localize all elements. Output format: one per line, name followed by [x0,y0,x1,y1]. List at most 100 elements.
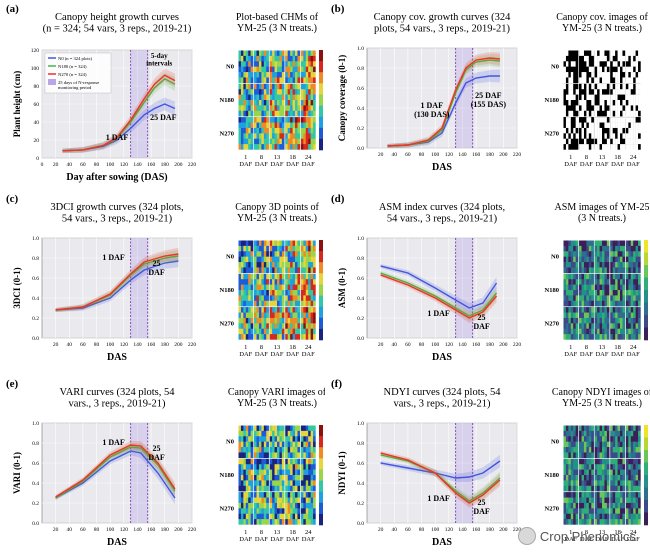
series-line [55,444,176,498]
col-label: 24 DAF [302,154,315,168]
colorbar-segment [319,458,323,470]
annotation-25daf: 25 DAF [150,113,177,122]
x-tick-label: 180 [486,342,495,348]
colorbar-segment [319,251,323,263]
x-tick-label: 120 [120,162,129,168]
row-label: N270 [545,320,559,327]
image-tile [579,240,594,274]
image-tile [269,458,285,492]
image-tile [594,83,610,117]
x-tick-label: 20 [53,527,59,533]
y-tick-label: 0.0 [357,146,364,152]
x-tick-label: 160 [472,152,481,158]
image-tile [579,83,594,117]
x-tick-label: 80 [94,162,100,168]
image-tile [254,492,269,525]
x-tick-label: 180 [486,152,495,158]
x-tick-label: 20 [378,342,384,348]
x-tick-label: 40 [392,342,398,348]
col-label: 8 DAF [255,529,268,543]
panel-e: (e) VARI curves (324 plots, 54 vars., 3 re… [6,378,325,548]
image-tile [594,273,610,307]
image-tile [610,273,626,307]
y-tick-label: 0.8 [357,256,364,262]
y-tick-label: 0.2 [32,316,39,322]
legend-entry: N0 (n = 324 plots) [58,56,92,61]
x-tick-label: 140 [133,162,142,168]
images-title: Canopy NDYI images of YM-25 (3 N treats.) [552,387,650,409]
image-tile [594,425,610,459]
col-label: 18 DAF [286,344,299,358]
colorbar-segment [319,480,323,492]
colorbar-segment [319,513,323,526]
series-band [387,54,500,148]
colorbar-segment [644,500,648,513]
image-tile [300,425,316,459]
panel-a: (a) Canopy height growth curves (n = 324; … [6,3,323,183]
col-label: 1 DAF [239,154,252,168]
chart-title: NDYI curves (324 plots, 54 vars., 3 reps.… [384,387,502,410]
x-tick-label: 220 [513,152,522,158]
images-title: ASM images of YM-25 (3 N treats.) [555,202,650,224]
panel-label: (e) [6,378,19,390]
panel-d: (d) ASM index curves (324 plots, 54 vars.,… [331,193,650,363]
col-label: 13 DAF [270,344,283,358]
monitoring-band [130,423,148,523]
image-tile [238,425,254,459]
col-label: 18 DAF [286,529,299,543]
colorbar-segment [319,284,323,296]
x-axis-label: DAS [432,352,452,363]
x-tick-label: 100 [431,152,440,158]
y-tick-label: 0.0 [357,521,364,527]
x-tick-label: 120 [445,527,454,533]
series-line [380,454,501,502]
series-band [387,69,500,148]
colorbar-segment [644,327,648,341]
series-band [62,68,175,153]
colorbar-segment [319,306,323,319]
image-tile [563,50,579,84]
x-tick-label: 60 [405,152,411,158]
panel-f: (f) NDYI curves (324 plots, 54 vars., 3 re… [331,378,650,548]
colorbar-segment [644,462,648,476]
image-tile [579,273,594,307]
y-tick-label: 0.8 [357,66,364,72]
y-tick-label: 0.6 [357,276,364,282]
series-band [387,52,500,148]
y-tick-label: 0.6 [357,461,364,467]
image-tile [625,50,641,84]
annotation-25daf: 25 DAF [473,313,490,331]
image-tile [269,50,285,84]
image-tile [285,50,301,84]
monitoring-band [455,423,473,523]
series-line [380,460,501,479]
image-tile [238,83,254,117]
colorbar-segment [319,425,323,437]
x-tick-label: 200 [499,527,508,533]
y-axis-label: NDYI (0-1) [337,451,347,494]
x-tick-label: 100 [431,342,440,348]
images-title: Plot-based CHMs of YM-25 (3 N treats.) [236,12,319,34]
annotation-25daf: 25 DAF (155 DAS) [471,91,507,109]
col-label: 8 DAF [255,344,268,358]
col-label: 24 DAF [627,529,640,543]
image-tile [254,83,269,117]
x-tick-label: 200 [174,527,183,533]
row-label: N0 [551,254,559,261]
x-tick-label: 160 [147,342,156,348]
image-tile [563,458,579,492]
x-tick-label: 0 [41,162,44,168]
row-label: N0 [226,439,234,446]
col-label: 24 DAF [627,154,640,168]
series-line [380,265,498,309]
y-tick-label: 1.0 [32,236,39,242]
series-line [387,57,501,147]
image-tile [610,117,626,150]
y-tick-label: 0.4 [32,481,39,487]
image-tile [563,307,579,340]
row-label: N180 [545,287,559,294]
row-label: N180 [545,472,559,479]
x-tick-label: 180 [161,342,170,348]
image-tile [238,50,254,84]
row-label: N180 [545,97,559,104]
